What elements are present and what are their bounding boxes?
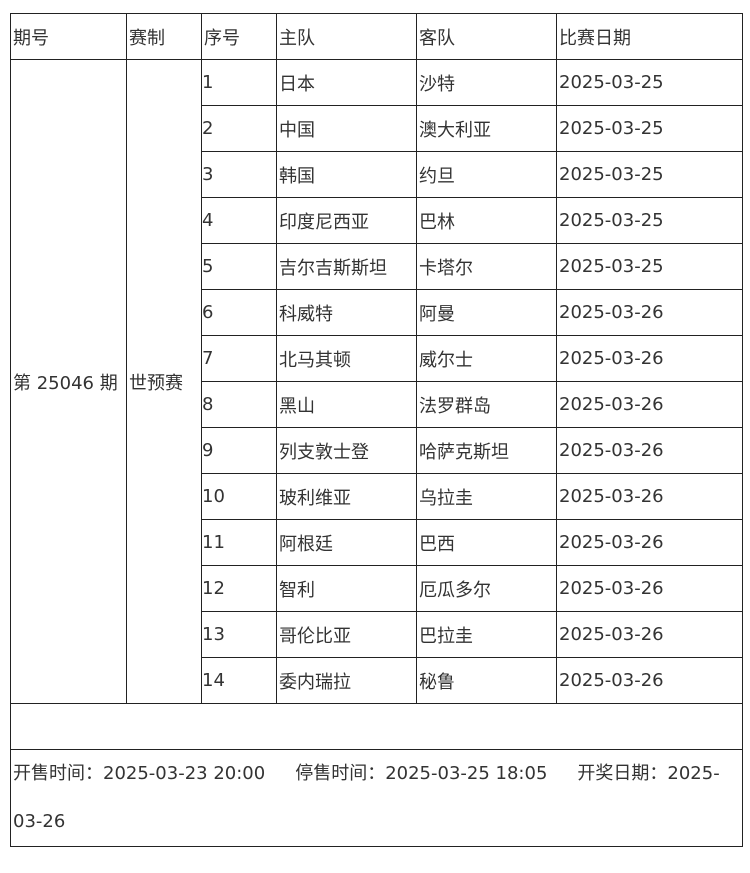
match-date: 2025-03-26 (556, 519, 743, 566)
home-team: 印度尼西亚 (276, 197, 417, 244)
data-row: 13 哥伦比亚 巴拉圭 2025-03-26 (11, 611, 743, 658)
data-row: 第 25046 期世预赛 1 日本 沙特 2025-03-25 (10, 59, 743, 704)
away-team: 法罗群岛 (416, 381, 557, 428)
footer-text: 停售时间：2025-03-25 18:05 (295, 763, 548, 784)
home-team: 玻利维亚 (276, 473, 417, 520)
footer-row: 开售时间：2025-03-23 20:00 停售时间：2025-03-25 18:… (10, 749, 743, 847)
match-number: 12 (201, 565, 277, 612)
match-number: 9 (201, 427, 277, 474)
footer-cell: 开售时间：2025-03-23 20:00 停售时间：2025-03-25 18:… (10, 749, 743, 847)
match-number: 10 (201, 473, 277, 520)
table-body: 期号 赛制 序号 主队 客队 比赛日期 第 25046 期世预赛 1 日本 沙特 202… (10, 13, 743, 847)
home-team: 科威特 (276, 289, 417, 336)
match-number: 8 (201, 381, 277, 428)
data-row: 7 北马其顿 威尔士 2025-03-26 (11, 335, 743, 382)
match-date: 2025-03-26 (556, 381, 743, 428)
header-cell: 期号 (10, 13, 127, 60)
empty-row (10, 703, 743, 750)
home-team: 黑山 (276, 381, 417, 428)
match-number: 3 (201, 151, 277, 198)
match-date: 2025-03-26 (556, 611, 743, 658)
match-date: 2025-03-25 (556, 105, 743, 152)
lottery-table: 期号 赛制 序号 主队 客队 比赛日期 第 25046 期世预赛 1 日本 沙特 202… (10, 13, 743, 847)
match-date: 2025-03-26 (556, 335, 743, 382)
data-row: 3 韩国 约旦 2025-03-25 (11, 151, 743, 198)
empty-cell (10, 703, 743, 750)
header-cell: 主队 (276, 13, 417, 60)
match-number: 7 (201, 335, 277, 382)
home-team: 阿根廷 (276, 519, 417, 566)
match-date: 2025-03-25 (556, 197, 743, 244)
away-team: 巴西 (416, 519, 557, 566)
data-row: 8 黑山 法罗群岛 2025-03-26 (11, 381, 743, 428)
data-row: 5 吉尔吉斯斯坦 卡塔尔 2025-03-25 (11, 243, 743, 290)
home-team: 北马其顿 (276, 335, 417, 382)
away-team: 卡塔尔 (416, 243, 557, 290)
match-number: 6 (201, 289, 277, 336)
header-cell: 赛制 (126, 13, 202, 60)
match-number: 11 (201, 519, 277, 566)
format-cell: 世预赛 (126, 59, 202, 704)
match-date: 2025-03-26 (556, 289, 743, 336)
header-row: 期号 赛制 序号 主队 客队 比赛日期 (10, 13, 743, 60)
match-date: 2025-03-26 (556, 473, 743, 520)
away-team: 威尔士 (416, 335, 557, 382)
home-team: 日本 (276, 59, 417, 106)
match-date: 2025-03-26 (556, 657, 743, 704)
away-team: 巴拉圭 (416, 611, 557, 658)
away-team: 约旦 (416, 151, 557, 198)
away-team: 澳大利亚 (416, 105, 557, 152)
data-row: 4 印度尼西亚 巴林 2025-03-25 (11, 197, 743, 244)
away-team: 阿曼 (416, 289, 557, 336)
away-team: 哈萨克斯坦 (416, 427, 557, 474)
match-date: 2025-03-25 (556, 243, 743, 290)
header-cell: 比赛日期 (556, 13, 743, 60)
period-cell: 第 25046 期 (10, 59, 127, 704)
footer-text: 开奖日期：2025-03-26 (13, 763, 720, 832)
match-number: 2 (201, 105, 277, 152)
home-team: 吉尔吉斯斯坦 (276, 243, 417, 290)
header-cell: 客队 (416, 13, 557, 60)
match-number: 4 (201, 197, 277, 244)
home-team: 中国 (276, 105, 417, 152)
away-team: 沙特 (416, 59, 557, 106)
data-row: 11 阿根廷 巴西 2025-03-26 (11, 519, 743, 566)
match-date: 2025-03-26 (556, 427, 743, 474)
data-row: 10 玻利维亚 乌拉圭 2025-03-26 (11, 473, 743, 520)
data-row: 12 智利 厄瓜多尔 2025-03-26 (11, 565, 743, 612)
away-team: 厄瓜多尔 (416, 565, 557, 612)
match-number: 13 (201, 611, 277, 658)
home-team: 韩国 (276, 151, 417, 198)
match-number: 5 (201, 243, 277, 290)
data-row: 6 科威特 阿曼 2025-03-26 (11, 289, 743, 336)
data-row: 9 列支敦士登 哈萨克斯坦 2025-03-26 (11, 427, 743, 474)
home-team: 列支敦士登 (276, 427, 417, 474)
match-date: 2025-03-26 (556, 565, 743, 612)
home-team: 委内瑞拉 (276, 657, 417, 704)
footer-text: 开售时间：2025-03-23 20:00 (13, 763, 266, 784)
home-team: 智利 (276, 565, 417, 612)
home-team: 哥伦比亚 (276, 611, 417, 658)
header-cell: 序号 (201, 13, 277, 60)
away-team: 乌拉圭 (416, 473, 557, 520)
away-team: 巴林 (416, 197, 557, 244)
match-number: 1 (201, 59, 277, 106)
match-date: 2025-03-25 (556, 151, 743, 198)
away-team: 秘鲁 (416, 657, 557, 704)
match-date: 2025-03-25 (556, 59, 743, 106)
match-number: 14 (201, 657, 277, 704)
